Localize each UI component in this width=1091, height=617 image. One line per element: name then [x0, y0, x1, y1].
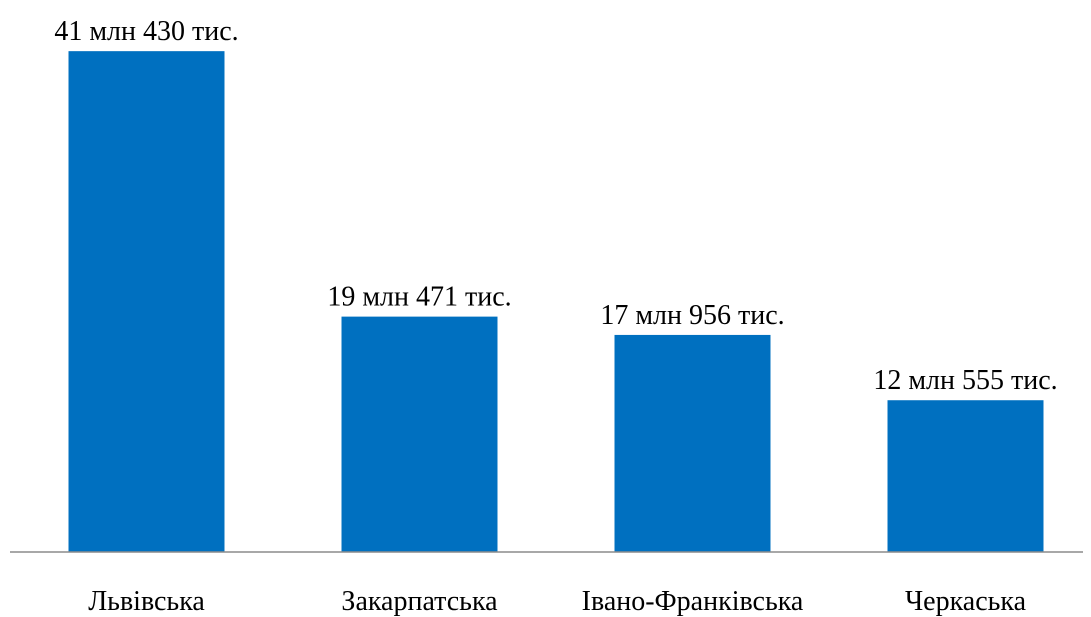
bar-4: [887, 400, 1044, 552]
value-label-4: 12 млн 555 тис.: [873, 365, 1057, 396]
category-label-3: Івано-Франківська: [582, 586, 804, 617]
bar-3: [614, 334, 771, 552]
value-label-2: 19 млн 471 тис.: [327, 282, 511, 313]
value-labels-group: 41 млн 430 тис. 19 млн 471 тис. 17 млн 956…: [54, 16, 1057, 396]
category-label-1: Львівська: [88, 586, 205, 617]
value-label-3: 17 млн 956 тис.: [600, 300, 784, 331]
bars-group: [68, 51, 1044, 552]
category-label-4: Черкаська: [905, 586, 1027, 617]
value-label-1: 41 млн 430 тис.: [54, 16, 238, 47]
category-labels-group: Львівська Закарпатська Івано-Франківська Че…: [88, 586, 1026, 617]
bar-2: [341, 316, 498, 552]
category-label-2: Закарпатська: [341, 586, 498, 617]
bar-1: [68, 51, 225, 552]
